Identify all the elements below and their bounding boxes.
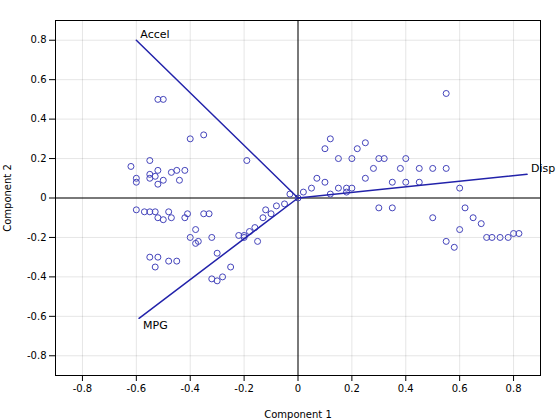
svg-text:-0.4: -0.4 <box>180 383 200 394</box>
svg-text:-0.2: -0.2 <box>27 232 47 243</box>
svg-text:0.2: 0.2 <box>31 153 47 164</box>
svg-text:-0.6: -0.6 <box>27 311 47 322</box>
svg-text:Component 1: Component 1 <box>264 409 332 420</box>
svg-text:0.4: 0.4 <box>31 113 47 124</box>
svg-text:Component 2: Component 2 <box>2 164 13 232</box>
svg-text:0.6: 0.6 <box>452 383 468 394</box>
svg-text:0: 0 <box>295 383 301 394</box>
svg-text:-0.8: -0.8 <box>73 383 93 394</box>
svg-text:-0.6: -0.6 <box>127 383 147 394</box>
svg-text:-0.2: -0.2 <box>234 383 254 394</box>
svg-text:0.4: 0.4 <box>398 383 414 394</box>
svg-text:Accel: Accel <box>140 28 169 41</box>
svg-text:MPG: MPG <box>143 319 168 332</box>
svg-text:-0.4: -0.4 <box>27 271 47 282</box>
svg-text:0.8: 0.8 <box>506 383 522 394</box>
svg-text:0.8: 0.8 <box>31 34 47 45</box>
svg-text:0: 0 <box>40 192 46 203</box>
svg-text:0.2: 0.2 <box>344 383 360 394</box>
svg-text:0.6: 0.6 <box>31 74 47 85</box>
svg-text:Disp: Disp <box>531 162 555 175</box>
svg-text:-0.8: -0.8 <box>27 350 47 361</box>
